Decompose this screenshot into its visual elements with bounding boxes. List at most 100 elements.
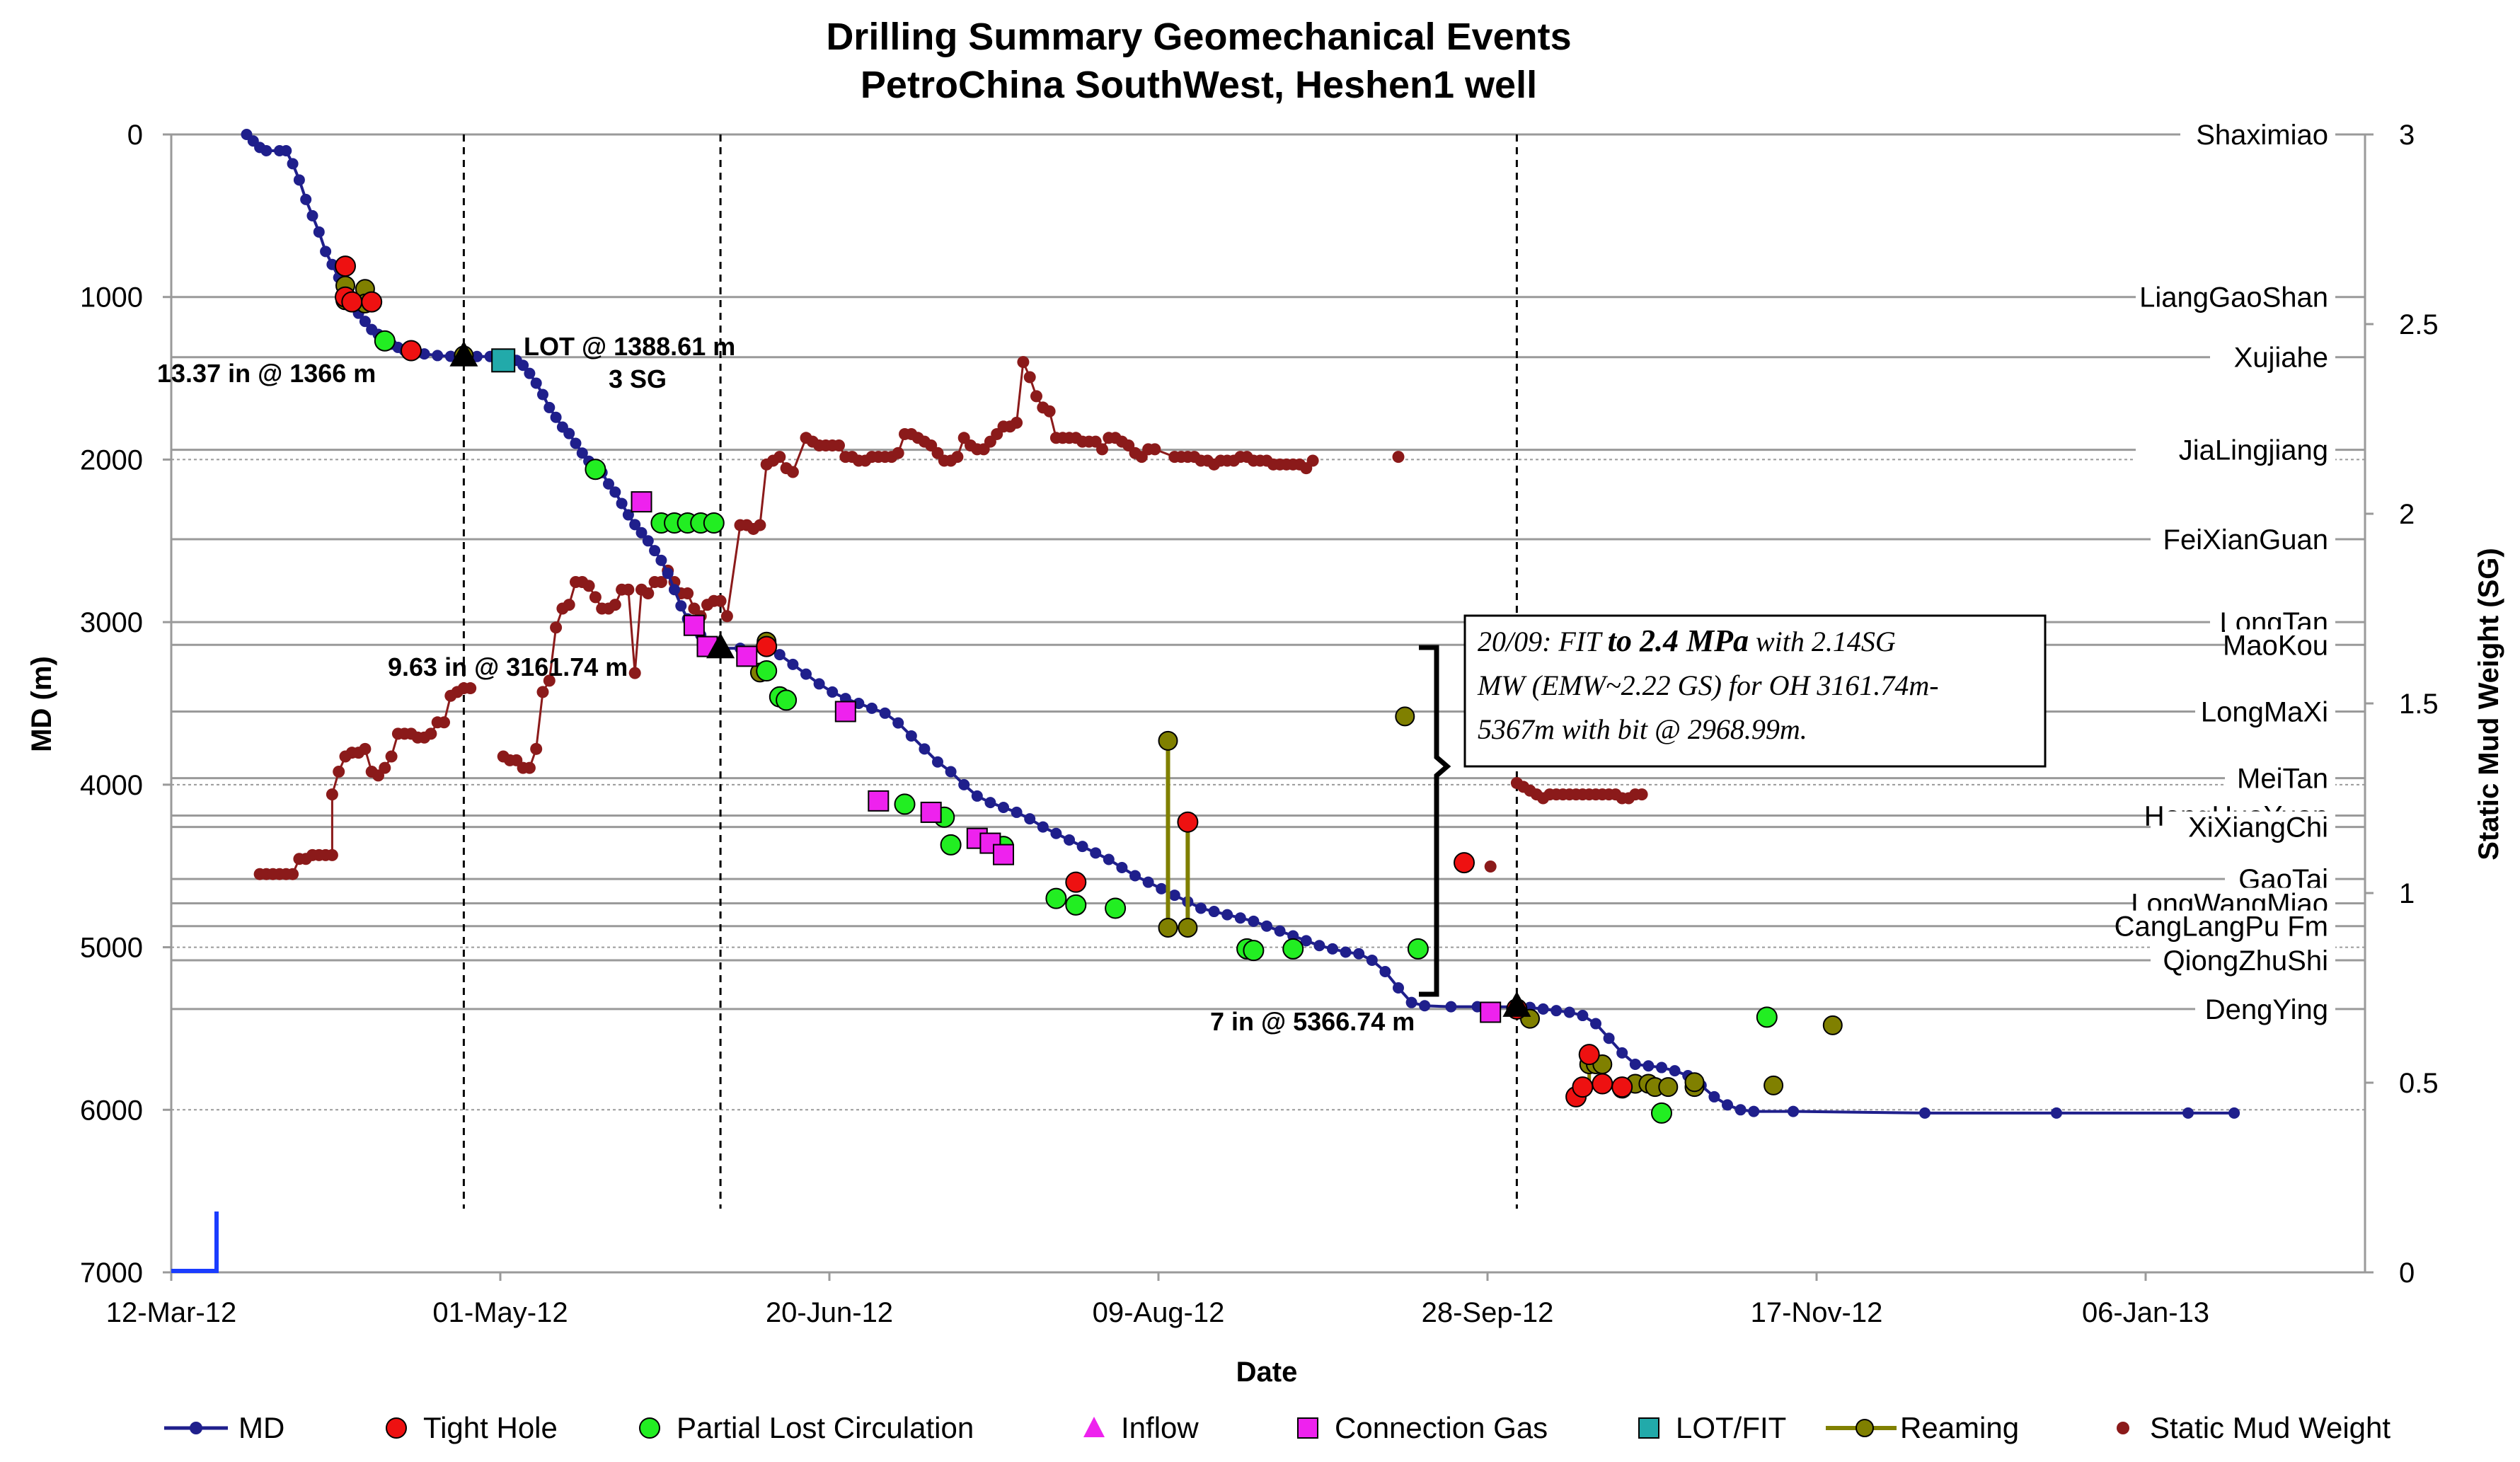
formation-label: DengYing <box>2205 994 2328 1025</box>
x-tick-label: 12-Mar-12 <box>106 1297 237 1328</box>
md-point <box>813 678 825 690</box>
md-point <box>1076 841 1088 853</box>
y-right-tick-label: 1.5 <box>2399 689 2439 720</box>
y-left-tick-label: 3000 <box>80 607 143 638</box>
mud-weight-point <box>833 439 845 452</box>
md-point <box>1642 1060 1655 1072</box>
md-point <box>1168 890 1180 902</box>
md-start-marker <box>171 1211 219 1273</box>
mud-weight-point <box>754 519 766 531</box>
mud-weight-point <box>628 667 641 679</box>
mud-weight-point <box>714 594 727 607</box>
casing-triangle <box>706 633 735 659</box>
md-point <box>530 377 542 389</box>
formation-label: XiXiangChi <box>2188 812 2328 844</box>
md-point <box>1590 1018 1601 1030</box>
md-point <box>1064 834 1075 846</box>
y-right-tick-label: 2 <box>2399 499 2415 530</box>
md-point <box>1327 943 1338 955</box>
mud-weight-point <box>1635 788 1648 801</box>
mud-weight-point <box>1392 451 1405 464</box>
md-point <box>1669 1065 1681 1077</box>
mud-weight-point <box>951 451 964 464</box>
md-point <box>1300 935 1312 947</box>
connection-gas-point <box>834 701 856 723</box>
mud-weight-point <box>438 716 450 729</box>
md-point <box>1379 966 1391 978</box>
partial-loss-point <box>756 660 778 682</box>
formation-label-bg <box>2225 629 2335 661</box>
formation-label-bg <box>2210 341 2335 373</box>
formation-label: MaoKou <box>2223 630 2328 661</box>
mud-weight-point <box>385 750 398 763</box>
mud-weight-point <box>642 587 655 600</box>
y-left-tick-label: 4000 <box>80 770 143 801</box>
y-left-tick-label: 1000 <box>80 282 143 313</box>
legend-label: Static Mud Weight <box>2150 1411 2390 1444</box>
tight-hole-point <box>401 340 422 362</box>
md-point <box>550 411 562 423</box>
md-point <box>1445 1001 1457 1013</box>
x-tick-label: 20-Jun-12 <box>766 1297 893 1328</box>
legend-label: Inflow <box>1121 1411 1199 1444</box>
partial-loss-point <box>1651 1102 1672 1124</box>
mud-weight-point <box>550 621 563 634</box>
md-point <box>629 519 641 531</box>
md-point <box>662 568 674 580</box>
formation-label-bg <box>2136 281 2335 313</box>
md-point <box>635 526 648 539</box>
lot-fit-point <box>491 348 516 373</box>
md-point <box>603 478 614 490</box>
mud-weight-point <box>1484 860 1497 873</box>
mud-weight-point <box>530 742 543 755</box>
md-point <box>971 790 983 802</box>
md-point <box>773 649 786 661</box>
fit-note-bold: to 2.4 MPa <box>1608 623 1749 658</box>
connection-gas-point <box>920 801 942 823</box>
md-point <box>306 209 318 221</box>
mud-weight-point <box>464 682 477 695</box>
partial-loss-point <box>1243 940 1265 962</box>
md-point <box>879 707 891 719</box>
mud-weight-point <box>1023 371 1036 384</box>
y-right-tick-label: 2.5 <box>2399 309 2439 340</box>
mud-weight-point <box>523 761 536 774</box>
md-point <box>287 158 299 170</box>
casing-label: 13.37 in @ 1366 m <box>157 359 376 388</box>
legend-label: Partial Lost Circulation <box>677 1411 974 1444</box>
md-point <box>1234 912 1246 924</box>
mud-weight-point <box>720 610 733 623</box>
partial-loss-point <box>585 459 606 480</box>
fit-note-line: MW (EMW~2.22 GS) for OH 3161.74m- <box>1477 669 1939 701</box>
md-point <box>517 359 529 372</box>
x-tick-label: 06-Jan-13 <box>2082 1297 2209 1328</box>
md-point <box>1248 915 1260 927</box>
mud-weight-point <box>622 583 635 596</box>
md-point <box>1577 1010 1589 1022</box>
md-point <box>1708 1090 1720 1103</box>
event-series <box>335 255 1843 1124</box>
formation-label: Xujiahe <box>2234 343 2328 374</box>
tight-hole-point <box>1454 852 1475 874</box>
legend-label: MD <box>238 1411 284 1444</box>
mud-weight-point <box>1017 356 1030 369</box>
md-point <box>1011 806 1023 818</box>
tight-hole-point <box>1177 811 1199 833</box>
md-point <box>543 401 556 413</box>
md-point <box>1366 954 1378 966</box>
legend-inflow-marker <box>1083 1417 1105 1437</box>
md-point <box>1261 920 1272 932</box>
md-point <box>616 497 628 510</box>
md-point <box>800 668 812 680</box>
legend-marker <box>2117 1422 2129 1434</box>
tight-hole-point <box>1592 1073 1613 1095</box>
md-point <box>1393 982 1404 994</box>
y-left-tick-label: 7000 <box>80 1257 143 1289</box>
partial-loss-point <box>940 834 962 856</box>
partial-loss-point <box>1282 938 1304 960</box>
mud-weight-point <box>589 591 602 604</box>
mud-weight-point <box>326 788 338 801</box>
tight-hole-point <box>1065 871 1087 893</box>
formation-label: CangLangPu Fm <box>2115 911 2328 943</box>
x-tick-label: 17-Nov-12 <box>1751 1297 1883 1328</box>
